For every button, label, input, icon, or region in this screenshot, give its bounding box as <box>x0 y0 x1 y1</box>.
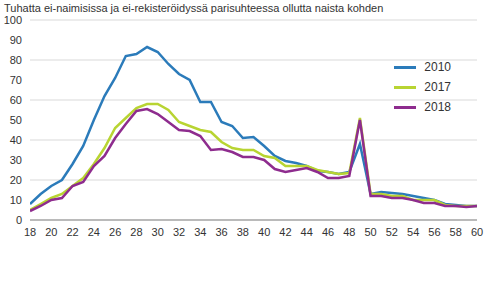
svg-text:40: 40 <box>258 226 270 238</box>
html-text:2010: 2010 <box>424 60 451 74</box>
svg-text:40: 40 <box>10 134 22 146</box>
svg-text:52: 52 <box>386 226 398 238</box>
svg-text:10: 10 <box>10 194 22 206</box>
svg-text:36: 36 <box>215 226 227 238</box>
svg-text:46: 46 <box>322 226 334 238</box>
svg-text:60: 60 <box>471 226 483 238</box>
svg-text:20: 20 <box>45 226 57 238</box>
svg-text:24: 24 <box>88 226 100 238</box>
svg-text:100: 100 <box>8 14 22 26</box>
svg-text:38: 38 <box>237 226 249 238</box>
svg-text:90: 90 <box>10 34 22 46</box>
html-text:2018: 2018 <box>424 100 451 114</box>
svg-text:26: 26 <box>109 226 121 238</box>
svg-text:30: 30 <box>152 226 164 238</box>
svg-text:58: 58 <box>450 226 462 238</box>
svg-text:56: 56 <box>428 226 440 238</box>
svg-text:50: 50 <box>10 114 22 126</box>
svg-text:48: 48 <box>343 226 355 238</box>
svg-text:34: 34 <box>194 226 206 238</box>
svg-text:32: 32 <box>173 226 185 238</box>
svg-text:18: 18 <box>24 226 36 238</box>
svg-text:20: 20 <box>10 174 22 186</box>
svg-text:54: 54 <box>407 226 419 238</box>
svg-text:42: 42 <box>279 226 291 238</box>
svg-text:50: 50 <box>364 226 376 238</box>
svg-text:30: 30 <box>10 154 22 166</box>
svg-text:60: 60 <box>10 94 22 106</box>
svg-text:44: 44 <box>301 226 313 238</box>
svg-text:22: 22 <box>66 226 78 238</box>
svg-text:0: 0 <box>16 214 22 226</box>
html-text:Tuhatta ei-naimisissa ja ei-re: Tuhatta ei-naimisissa ja ei-rekisteröidy… <box>4 2 384 14</box>
svg-text:28: 28 <box>130 226 142 238</box>
html-text:2017: 2017 <box>424 80 451 94</box>
svg-text:70: 70 <box>10 74 22 86</box>
svg-text:80: 80 <box>10 54 22 66</box>
